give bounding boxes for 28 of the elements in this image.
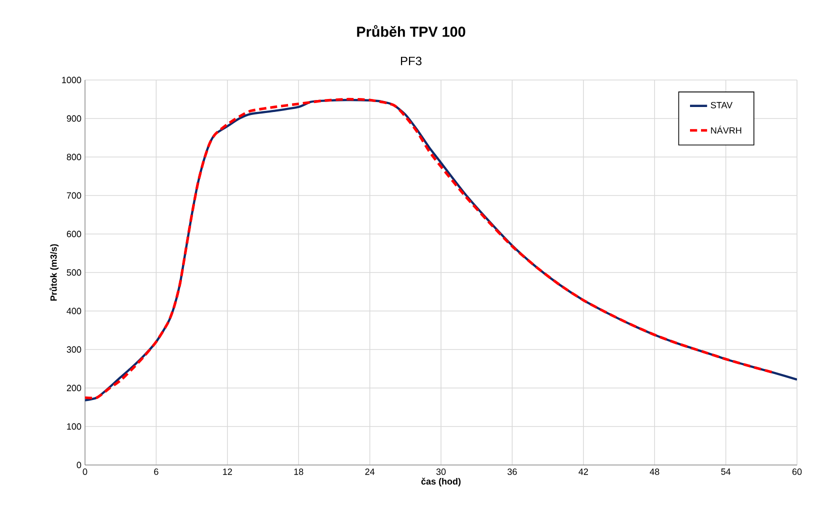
- x-tick-label: 36: [508, 468, 517, 475]
- y-tick-label: 1000: [62, 76, 82, 84]
- y-tick-label: 200: [66, 384, 82, 392]
- y-tick-label: 800: [66, 154, 82, 160]
- y-tick-label: 500: [66, 269, 82, 276]
- x-tick-label: 12: [223, 468, 232, 475]
- y-tick-label: 0: [76, 462, 82, 468]
- y-tick-label: 700: [66, 192, 82, 199]
- legend-label: NÁVRH: [711, 126, 742, 134]
- x-tick-label: 42: [578, 468, 588, 475]
- y-axis-title: Průtok (m3/s): [49, 244, 59, 301]
- x-tick-label: 60: [792, 468, 802, 475]
- y-tick-label: 400: [66, 308, 82, 314]
- x-tick-label: 0: [82, 468, 88, 475]
- x-tick-label: 6: [154, 468, 158, 475]
- legend-label: STAV: [710, 102, 733, 108]
- x-axis-title: čas (hod): [421, 478, 461, 486]
- chart-subtitle: PF3: [400, 56, 422, 66]
- x-tick-label: 30: [436, 468, 446, 475]
- x-tick-label: 48: [650, 468, 660, 475]
- x-tick-label: 54: [721, 468, 731, 475]
- chart-title: Průběh TPV 100: [357, 25, 466, 37]
- y-tick-label: 600: [66, 230, 82, 238]
- y-tick-label: 900: [66, 115, 82, 122]
- x-tick-label: 18: [294, 468, 304, 475]
- x-tick-label: 24: [365, 468, 375, 475]
- y-tick-label: 100: [67, 423, 82, 430]
- y-tick-label: 300: [66, 346, 82, 353]
